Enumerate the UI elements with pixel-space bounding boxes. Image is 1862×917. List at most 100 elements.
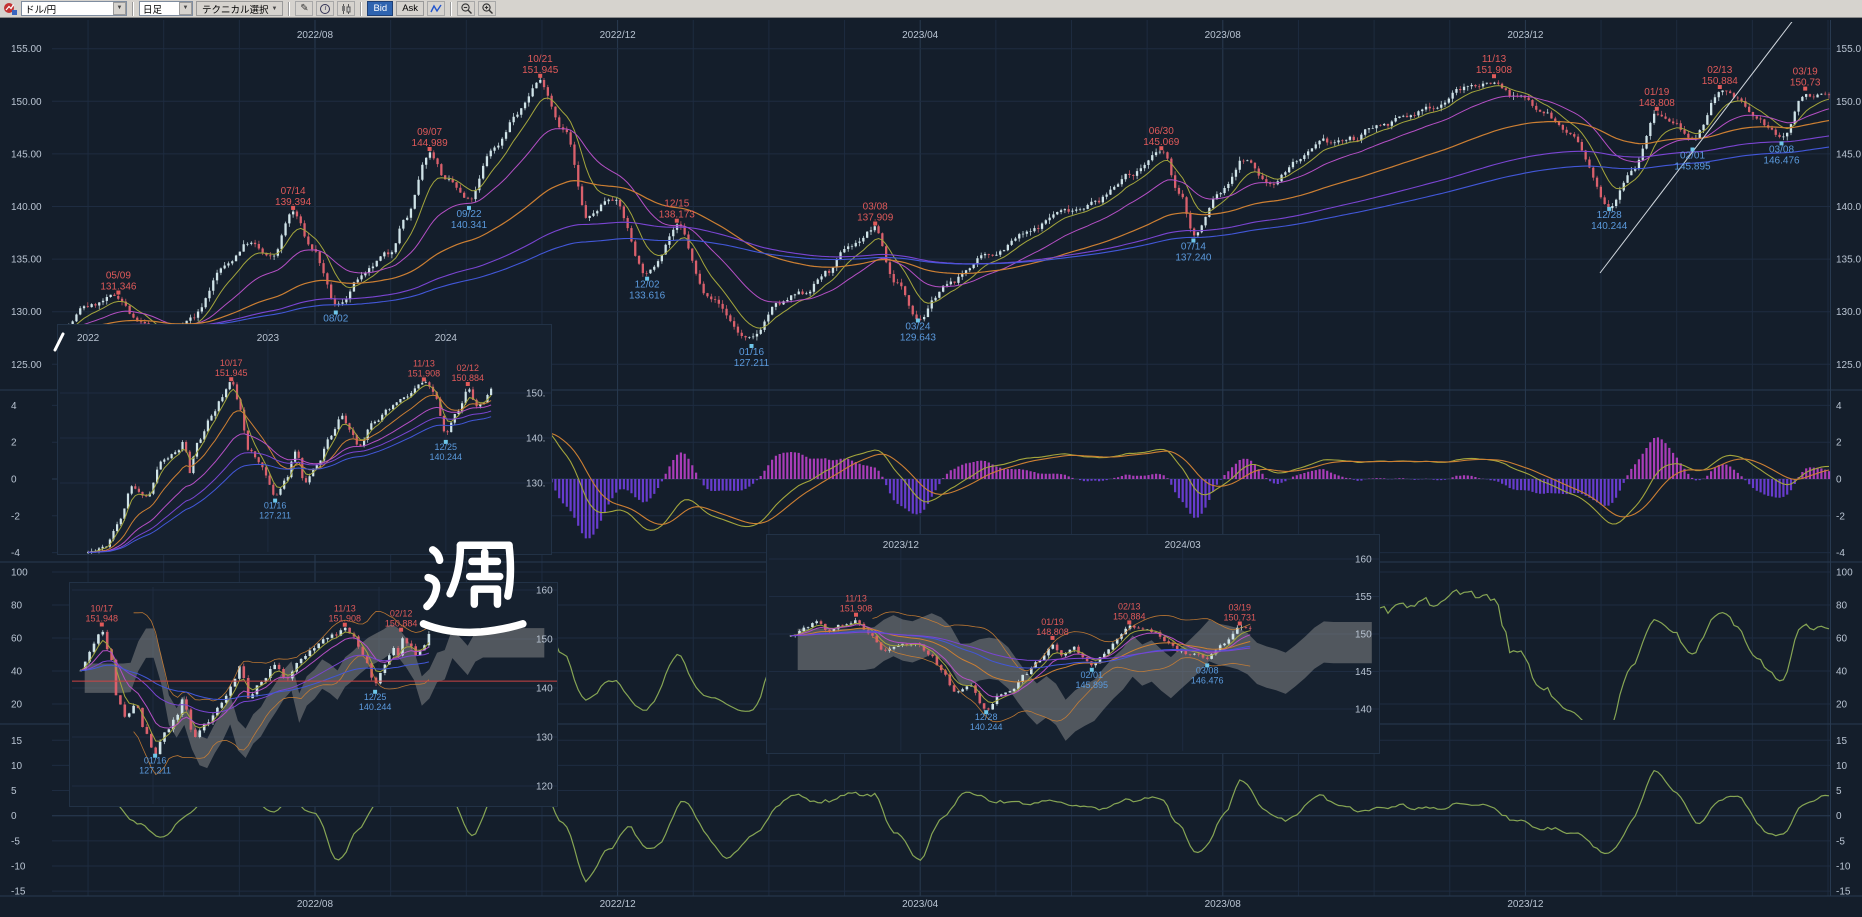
svg-text:145.069: 145.069	[1143, 137, 1180, 148]
svg-text:140.244: 140.244	[430, 452, 463, 462]
x-axis-label: 2023	[257, 333, 280, 344]
chevron-down-icon: ▼	[271, 5, 278, 12]
svg-text:01/16: 01/16	[144, 756, 167, 766]
chevron-down-icon[interactable]: ▼	[179, 2, 192, 15]
bid-button[interactable]: Bid	[367, 1, 394, 16]
svg-text:12/28: 12/28	[1597, 210, 1622, 221]
pair-selector-value: ドル/円	[25, 4, 57, 16]
x-axis-label: 2022/12	[600, 30, 637, 41]
info-icon[interactable]: i	[316, 1, 335, 16]
y-axis-label: 20	[11, 700, 23, 711]
hand-drawn-week-kanji	[412, 536, 532, 640]
svg-text:133.616: 133.616	[629, 291, 666, 302]
app-icon	[2, 1, 18, 16]
pair-selector[interactable]: ドル/円 ▼	[21, 1, 127, 16]
trend-line	[1599, 22, 1793, 274]
zoom-in-icon[interactable]	[478, 1, 497, 16]
ask-button[interactable]: Ask	[396, 1, 425, 16]
y-axis-label: 140.	[526, 434, 545, 445]
x-axis-label: 2022/08	[297, 899, 334, 910]
y-axis-label: 155	[1355, 592, 1372, 603]
moving-average-line	[790, 630, 1251, 669]
y-axis-label: -2	[1836, 511, 1845, 522]
svg-text:02/12: 02/12	[457, 363, 480, 373]
svg-text:150.73: 150.73	[1790, 78, 1821, 89]
svg-text:07/14: 07/14	[281, 186, 306, 197]
y-axis-label: 120	[536, 782, 553, 793]
draw-tool-icon[interactable]: ✎	[295, 1, 314, 16]
x-axis-label: 2023/12	[883, 540, 920, 551]
y-axis-label: 60	[1836, 634, 1848, 645]
moving-average-line	[88, 384, 492, 553]
moving-average-line	[790, 631, 1251, 661]
technical-select-label: テクニカル選択	[202, 4, 269, 16]
svg-text:02/01: 02/01	[1081, 670, 1104, 680]
svg-text:09/07: 09/07	[417, 127, 442, 138]
svg-text:11/13: 11/13	[1482, 54, 1507, 65]
toolbar-separator	[360, 1, 363, 16]
svg-text:10/17: 10/17	[91, 604, 114, 614]
chevron-down-icon[interactable]: ▼	[113, 2, 126, 15]
svg-text:138.173: 138.173	[659, 210, 696, 221]
timeframe-selector[interactable]: 日足 ▼	[139, 1, 193, 16]
y-axis-label: 160	[1355, 555, 1372, 566]
zoom-out-icon[interactable]	[457, 1, 476, 16]
moving-average-line	[88, 410, 492, 553]
hand-stroke	[428, 546, 444, 565]
y-axis-label: -10	[11, 862, 26, 873]
inset-recent-daily-chart[interactable]: 11/13 151.908 01/19 148.808 02/13 150.884 03/1…	[766, 534, 1380, 754]
y-axis-label: 4	[1836, 401, 1842, 412]
y-axis-label: 150	[1355, 630, 1372, 641]
y-axis-label: 135.0	[1836, 255, 1861, 266]
bollinger-lower	[133, 655, 430, 776]
svg-text:02/13: 02/13	[1707, 65, 1732, 76]
inset-weekly-ichimoku-chart[interactable]: 10/17 151.948 11/13 151.908 02/12 150.884 12/2…	[69, 582, 558, 807]
tick-chart-icon[interactable]	[427, 1, 446, 16]
svg-text:150.884: 150.884	[1702, 76, 1739, 87]
moving-average-line	[88, 416, 492, 553]
y-axis-label: 10	[11, 761, 23, 772]
moving-average-line	[790, 627, 1251, 683]
svg-text:140.244: 140.244	[1591, 221, 1628, 232]
y-axis-label: 155.00	[11, 44, 42, 55]
candlestick-chart-icon[interactable]	[337, 1, 356, 16]
axis-labels: 160 150 140 130 120	[536, 586, 553, 793]
moving-average-line	[790, 622, 1251, 704]
x-axis-label: 2024/03	[1165, 540, 1202, 551]
moving-average-line	[88, 394, 492, 553]
y-axis-label: 40	[1836, 667, 1848, 678]
y-axis-label: -2	[11, 511, 20, 522]
y-axis-label: 0	[1836, 475, 1842, 486]
svg-text:140.244: 140.244	[359, 702, 392, 712]
moving-average-line	[80, 631, 430, 742]
inset-weekly-chart[interactable]: 10/17 151.945 11/13 151.908 02/12 150.884 12/2…	[57, 324, 552, 555]
y-axis-label: 130	[536, 733, 553, 744]
svg-text:08/02: 08/02	[323, 314, 348, 325]
info-icon-glyph: i	[320, 3, 331, 14]
svg-text:144.989: 144.989	[412, 138, 449, 149]
y-axis-label: 150.00	[11, 97, 42, 108]
technical-select-button[interactable]: テクニカル選択 ▼	[196, 1, 284, 16]
svg-text:127.211: 127.211	[139, 766, 171, 776]
moving-average-line	[80, 661, 430, 701]
svg-text:150.731: 150.731	[1224, 613, 1257, 623]
svg-text:12/15: 12/15	[664, 199, 689, 210]
y-axis-label: -15	[11, 887, 26, 898]
svg-text:12/25: 12/25	[435, 442, 458, 452]
